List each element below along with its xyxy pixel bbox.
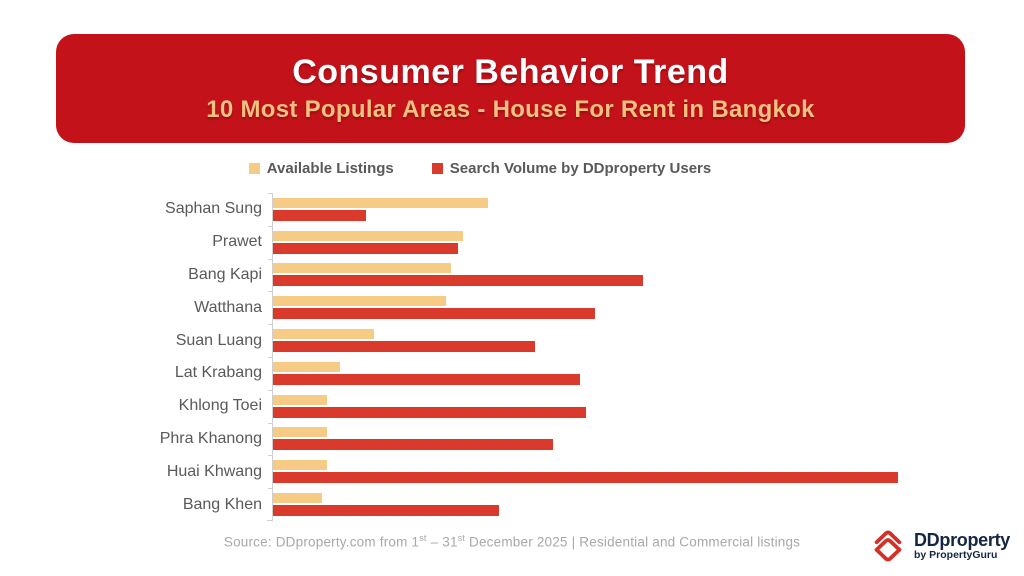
search-volume-bar <box>273 406 586 418</box>
available-listings-bar <box>273 460 327 471</box>
available-listings-bar <box>273 361 340 372</box>
chart-row: Khlong Toei <box>60 389 960 423</box>
legend-swatch-available-icon <box>248 162 260 174</box>
legend-item-available-listings: Available Listings <box>248 159 394 177</box>
chart-row: Watthana <box>60 291 960 325</box>
search-volume-bar <box>273 242 458 254</box>
row-plot <box>268 291 960 325</box>
search-volume-bar <box>273 308 595 320</box>
available-listings-bar <box>273 230 463 241</box>
category-label: Watthana <box>194 298 262 316</box>
available-listings-bar <box>273 197 489 208</box>
available-listings-bar <box>273 263 451 274</box>
row-plot <box>268 324 960 357</box>
source-sup-2: st <box>457 533 466 543</box>
legend-label-available: Available Listings <box>266 159 394 177</box>
search-volume-bar <box>273 341 536 353</box>
source-text-mid: – 31 <box>426 534 458 550</box>
chart-legend: Available Listings Search Volume by DDpr… <box>0 157 960 179</box>
header-banner: Consumer Behavior Trend 10 Most Popular … <box>56 34 965 143</box>
row-plot <box>268 258 960 292</box>
available-listings-bar <box>273 427 327 438</box>
category-label: Khlong Toei <box>178 397 262 415</box>
chart-row: Saphan Sung <box>60 193 960 226</box>
source-text-prefix: Source: DDproperty.com from 1 <box>223 534 420 550</box>
chart-row: Prawet <box>60 225 960 259</box>
source-sup-1: st <box>419 533 427 543</box>
logo-byline: by PropertyGuru <box>913 548 998 561</box>
category-label: Suan Luang <box>175 331 262 349</box>
source-text-suffix: December 2025 | Residential and Commerci… <box>465 534 801 550</box>
source-note: Source: DDproperty.com from 1st – 31st D… <box>0 533 1024 550</box>
category-label: Prawet <box>212 233 262 251</box>
chart-row: Phra Khanong <box>60 422 960 456</box>
row-plot <box>268 193 960 226</box>
row-plot <box>268 225 960 259</box>
category-label: Lat Krabang <box>174 364 262 382</box>
category-label: Phra Khanong <box>159 429 262 447</box>
row-plot <box>268 356 960 390</box>
available-listings-bar <box>273 394 327 405</box>
ddproperty-house-icon <box>874 530 902 562</box>
page-subtitle: 10 Most Popular Areas - House For Rent i… <box>206 96 815 123</box>
chart-row: Lat Krabang <box>60 356 960 390</box>
search-volume-bar <box>273 439 553 451</box>
logo-text: DDproperty by PropertyGuru <box>914 531 1010 561</box>
chart-row: Bang Khen <box>60 488 960 521</box>
legend-swatch-search-icon <box>431 162 443 174</box>
category-label: Saphan Sung <box>165 200 262 218</box>
row-plot <box>268 422 960 456</box>
page-title: Consumer Behavior Trend <box>292 53 729 91</box>
available-listings-bar <box>273 329 374 340</box>
chart-rows: Saphan Sung Prawet Bang Kapi Watthana <box>60 193 960 521</box>
chart-row: Suan Luang <box>60 324 960 357</box>
chart-row: Huai Khwang <box>60 455 960 489</box>
search-volume-bar <box>273 505 500 517</box>
legend-label-search: Search Volume by DDproperty Users <box>449 159 712 177</box>
logo-wordmark: DDproperty <box>913 530 1010 551</box>
search-volume-bar <box>273 275 644 287</box>
row-plot <box>268 389 960 423</box>
search-volume-bar <box>273 472 898 484</box>
row-plot <box>268 455 960 489</box>
chart-row: Bang Kapi <box>60 258 960 292</box>
category-label: Bang Kapi <box>188 265 262 283</box>
available-listings-bar <box>273 493 322 504</box>
search-volume-bar <box>273 373 580 385</box>
category-label: Huai Khwang <box>166 462 262 480</box>
row-plot <box>268 488 960 521</box>
search-volume-bar <box>273 209 367 221</box>
bar-chart: Saphan Sung Prawet Bang Kapi Watthana <box>60 193 960 521</box>
ddproperty-logo: DDproperty by PropertyGuru <box>869 527 1010 565</box>
legend-item-search-volume: Search Volume by DDproperty Users <box>431 159 712 177</box>
available-listings-bar <box>273 296 446 307</box>
category-label: Bang Khen <box>182 495 262 513</box>
